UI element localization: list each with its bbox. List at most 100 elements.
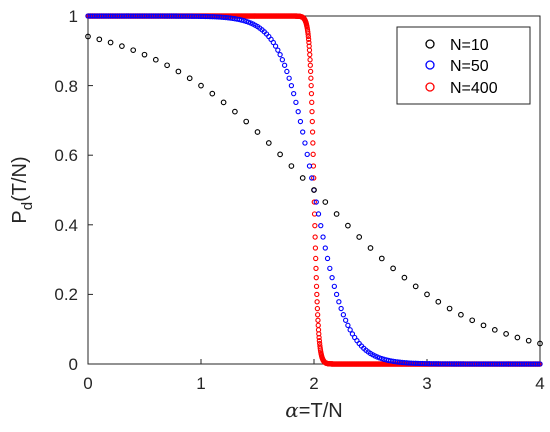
data-point [313,283,320,290]
x-tick-label-2: 2 [309,374,318,393]
data-point [446,305,453,312]
data-point [333,211,340,217]
data-point [340,312,347,318]
data-point [198,82,204,89]
data-point [324,255,331,262]
data-point [342,317,349,323]
data-point [525,337,532,344]
data-point [347,327,353,333]
data-point [277,151,283,158]
data-point [281,62,288,68]
data-point [291,91,297,97]
y-tick-label-0.2: 0.2 [54,285,78,304]
x-axis-label-symbol: α [285,398,299,422]
data-point [537,340,543,347]
data-point [307,52,313,58]
data-point [307,62,313,68]
legend-label-n50: N=50 [450,58,489,75]
data-point [390,265,396,272]
data-point [412,283,419,290]
data-point [299,175,306,181]
data-point [309,99,315,105]
data-point [306,163,313,169]
data-point [305,31,311,37]
data-point [318,223,324,229]
data-point [378,255,385,262]
data-point [310,151,316,157]
tick-marks [87,15,541,365]
data-point [284,68,290,75]
data-point [141,51,148,58]
data-point [239,17,245,23]
data-point [311,175,317,181]
data-point [311,199,317,205]
data-point [424,291,430,298]
x-tick-label-3: 3 [422,374,431,393]
data-point [209,90,216,97]
data-point [254,129,261,135]
data-point [309,175,315,181]
data-point [186,75,193,82]
data-point [315,317,321,323]
data-point [307,57,313,63]
data-point [315,312,321,318]
data-point [119,43,125,49]
data-point [305,33,311,40]
data-point [345,322,351,328]
data-point [327,265,333,272]
data-point [96,36,103,43]
data-point [401,274,408,281]
data-point [288,82,295,89]
y-tick-label-0: 0 [69,355,78,374]
x-tick-label-1: 1 [196,374,205,393]
legend-marker-n10 [425,39,435,49]
data-point [535,361,541,367]
data-point [312,234,318,240]
data-point [265,140,272,146]
y-tick-label-0.6: 0.6 [54,146,78,165]
data-point [309,129,316,135]
data-point [293,99,299,105]
data-point [302,140,308,146]
y-tick-label-1: 1 [69,7,78,26]
data-point [345,222,351,229]
data-point [313,255,319,262]
data-point [286,75,292,81]
data-point [279,57,286,63]
data-point [312,223,318,229]
data-point [537,361,543,367]
legend-marker-n50 [425,60,435,70]
data-point [309,108,315,115]
data-point [336,299,342,305]
data-point [458,311,464,318]
legend-marker-n400 [425,82,435,92]
series-layer [85,13,543,367]
y-axis-label-sub: d [19,202,36,210]
data-point [313,275,319,281]
data-point [130,47,137,54]
data-point [85,33,91,40]
data-point [175,68,182,75]
series-n-10 [85,33,543,347]
series-n-50 [85,13,543,367]
data-point [313,265,319,272]
data-point [314,299,320,305]
data-point [338,305,344,312]
data-point [314,305,321,312]
data-point [270,39,276,46]
data-point [308,90,315,97]
data-point [349,331,356,337]
data-point [435,298,442,305]
data-point [107,39,114,46]
legend-box [396,26,531,105]
data-point [220,99,227,106]
x-tick-label-4: 4 [535,374,544,393]
data-point [288,163,295,169]
data-point [316,334,322,341]
legend-label-n400: N=400 [450,80,498,97]
data-point [275,47,281,53]
y-axis-label-rest: (T/N) [9,156,31,202]
data-point [316,340,323,347]
data-point [331,283,337,289]
